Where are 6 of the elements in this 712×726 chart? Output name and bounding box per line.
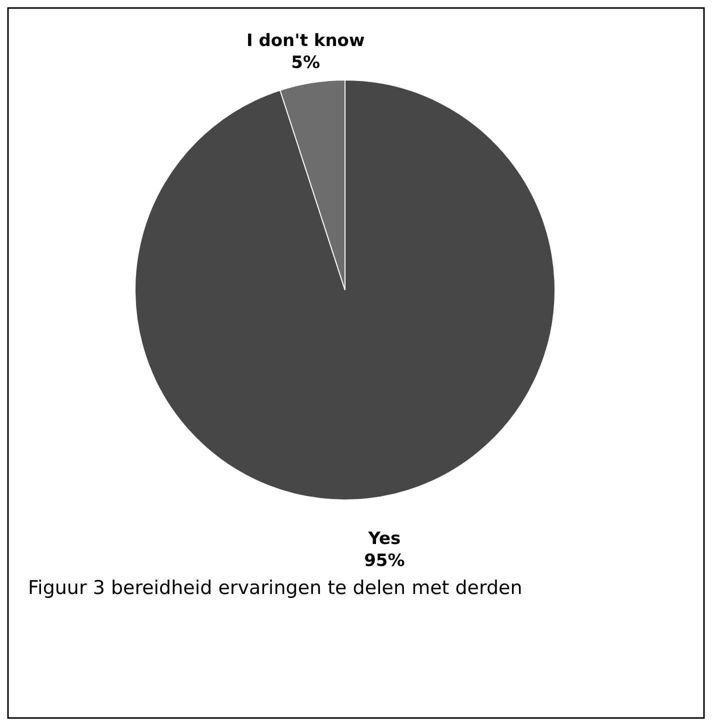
pie-slice — [134, 80, 556, 500]
slice-label: Yes — [367, 528, 401, 549]
text: Figuur 3 bereidheid ervaringen te delen met derden — [28, 577, 522, 599]
slice-label: I don't know — [246, 31, 365, 52]
data-label: 95% — [364, 550, 405, 571]
data-label: 5% — [291, 53, 320, 74]
